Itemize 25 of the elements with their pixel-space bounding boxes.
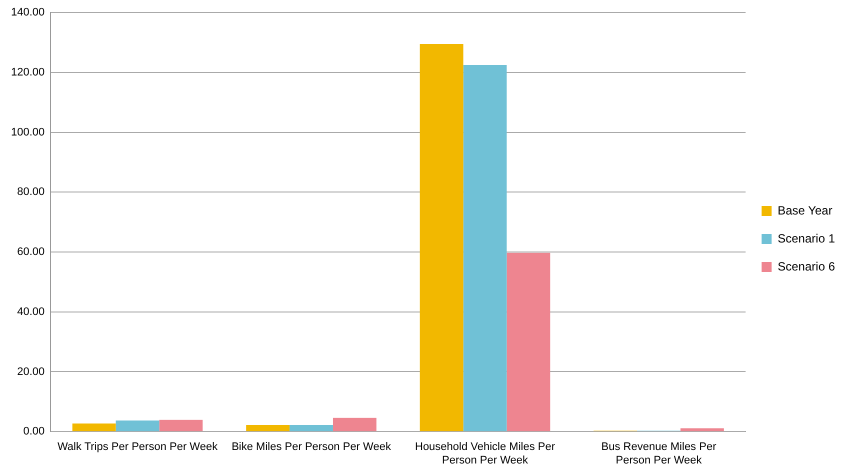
bar xyxy=(246,425,290,432)
y-tick-label: 120.00 xyxy=(10,66,45,78)
legend-label: Base Year xyxy=(778,203,832,218)
legend-label: Scenario 6 xyxy=(778,259,836,274)
bar xyxy=(159,420,203,432)
x-tick-label: Bus Revenue Miles Per Person Per Week xyxy=(601,441,717,466)
y-tick-label: 140.00 xyxy=(10,6,45,19)
bar xyxy=(332,418,376,432)
x-tick-label: Household Vehicle Miles Per Person Per Week xyxy=(414,441,556,466)
bar xyxy=(116,420,160,432)
bar xyxy=(72,424,116,432)
bar xyxy=(506,252,550,432)
y-tick-label: 60.00 xyxy=(17,246,45,258)
y-tick-label: 40.00 xyxy=(17,306,45,318)
legend-label: Scenario 1 xyxy=(778,231,836,246)
y-tick-label: 20.00 xyxy=(17,366,45,378)
bar xyxy=(463,64,507,432)
y-tick-label: 0.00 xyxy=(23,426,45,438)
bar xyxy=(420,44,464,432)
bar xyxy=(290,425,333,432)
x-tick-label: Bike Miles Per Person Per Week xyxy=(232,441,392,454)
bar xyxy=(680,428,724,432)
y-tick-label: 100.00 xyxy=(10,126,45,138)
x-tick-label: Walk Trips Per Person Per Week xyxy=(57,441,218,454)
y-tick-label: 80.00 xyxy=(17,186,45,198)
